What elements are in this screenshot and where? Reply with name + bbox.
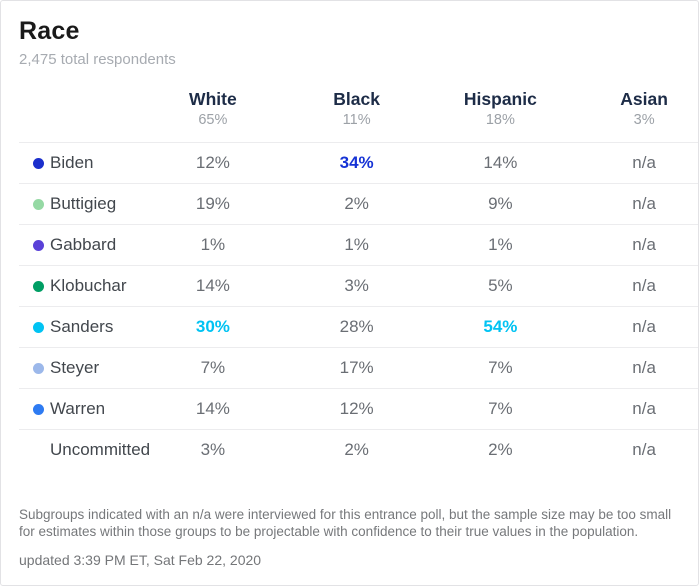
- page-title: Race: [19, 17, 80, 45]
- value-cell: 17%: [284, 347, 429, 389]
- value-cell: n/a: [572, 306, 698, 348]
- value-cell: 9%: [428, 183, 573, 225]
- value-cell: 28%: [284, 306, 429, 348]
- candidate-name: Uncommitted: [50, 440, 151, 459]
- table-row-biden: Biden 12% 34% 14% n/a: [19, 142, 698, 184]
- column-share-row: 65% 11% 18% 3%: [19, 112, 698, 143]
- value-cell: 14%: [141, 388, 285, 430]
- candidate-dot: [33, 239, 44, 251]
- race-results-table: White Black Hispanic Asian 65% 11% 18% 3…: [19, 89, 698, 470]
- table-row-uncommitted: Uncommitted 3% 2% 2% n/a: [19, 429, 698, 470]
- column-share-hispanic: 18%: [485, 112, 515, 128]
- value-cell: 12%: [141, 142, 285, 184]
- candidate-name: Sanders: [50, 317, 114, 336]
- value-cell: 7%: [428, 388, 573, 430]
- candidate-name: Gabbard: [50, 235, 117, 254]
- candidate-dot: [33, 403, 44, 415]
- candidate-name: Biden: [50, 153, 94, 172]
- value-cell: 7%: [141, 347, 285, 389]
- column-share-empty: [19, 112, 141, 143]
- value-cell: 2%: [428, 429, 573, 470]
- value-cell: n/a: [572, 142, 698, 184]
- value-cell: 19%: [141, 183, 285, 225]
- value-cell: 3%: [284, 265, 429, 307]
- column-header-empty: [19, 89, 141, 112]
- table-row-warren: Warren 14% 12% 7% n/a: [19, 388, 698, 430]
- value-cell: 14%: [141, 265, 285, 307]
- column-header-white: White: [189, 89, 237, 109]
- value-cell: 1%: [141, 224, 285, 266]
- column-share-black: 11%: [342, 112, 371, 128]
- updated-timestamp: updated 3:39 PM ET, Sat Feb 22, 2020: [19, 552, 262, 568]
- value-cell: 34%: [284, 142, 429, 184]
- column-header-row: White Black Hispanic Asian: [19, 89, 698, 112]
- respondents-subtitle: 2,475 total respondents: [19, 51, 176, 68]
- value-cell: n/a: [572, 388, 698, 430]
- value-cell: n/a: [572, 429, 698, 470]
- column-header-black: Black: [333, 89, 380, 109]
- value-cell: 3%: [141, 429, 285, 470]
- value-cell: 14%: [428, 142, 573, 184]
- column-header-hispanic: Hispanic: [463, 89, 537, 109]
- value-cell: n/a: [572, 265, 698, 307]
- candidate-name: Buttigieg: [50, 194, 117, 213]
- value-cell: n/a: [572, 183, 698, 225]
- value-cell: 12%: [284, 388, 429, 430]
- value-cell: 54%: [428, 306, 573, 348]
- value-cell: 1%: [284, 224, 429, 266]
- candidate-name: Steyer: [50, 358, 100, 377]
- column-share-asian: 3%: [633, 112, 655, 128]
- candidate-dot: [33, 362, 44, 374]
- candidate-name: Klobuchar: [50, 276, 127, 295]
- candidate-dot: [33, 321, 44, 333]
- value-cell: n/a: [572, 347, 698, 389]
- value-cell: 7%: [428, 347, 573, 389]
- value-cell: 30%: [141, 306, 285, 348]
- candidate-dot: [33, 198, 44, 210]
- candidate-dot: [33, 445, 44, 456]
- value-cell: n/a: [572, 224, 698, 266]
- table-row-klobuchar: Klobuchar 14% 3% 5% n/a: [19, 265, 698, 307]
- candidate-name: Warren: [50, 399, 106, 418]
- candidate-dot: [33, 280, 44, 292]
- column-header-asian: Asian: [620, 89, 668, 109]
- table-row-gabbard: Gabbard 1% 1% 1% n/a: [19, 224, 698, 266]
- na-footnote: Subgroups indicated with an n/a were int…: [19, 507, 672, 539]
- table-row-steyer: Steyer 7% 17% 7% n/a: [19, 347, 698, 389]
- value-cell: 1%: [428, 224, 573, 266]
- candidate-dot: [33, 157, 44, 169]
- column-share-white: 65%: [198, 112, 228, 128]
- value-cell: 5%: [428, 265, 573, 307]
- table-row-sanders: Sanders 30% 28% 54% n/a: [19, 306, 698, 348]
- value-cell: 2%: [284, 183, 429, 225]
- table-row-buttigieg: Buttigieg 19% 2% 9% n/a: [19, 183, 698, 225]
- value-cell: 2%: [284, 429, 429, 470]
